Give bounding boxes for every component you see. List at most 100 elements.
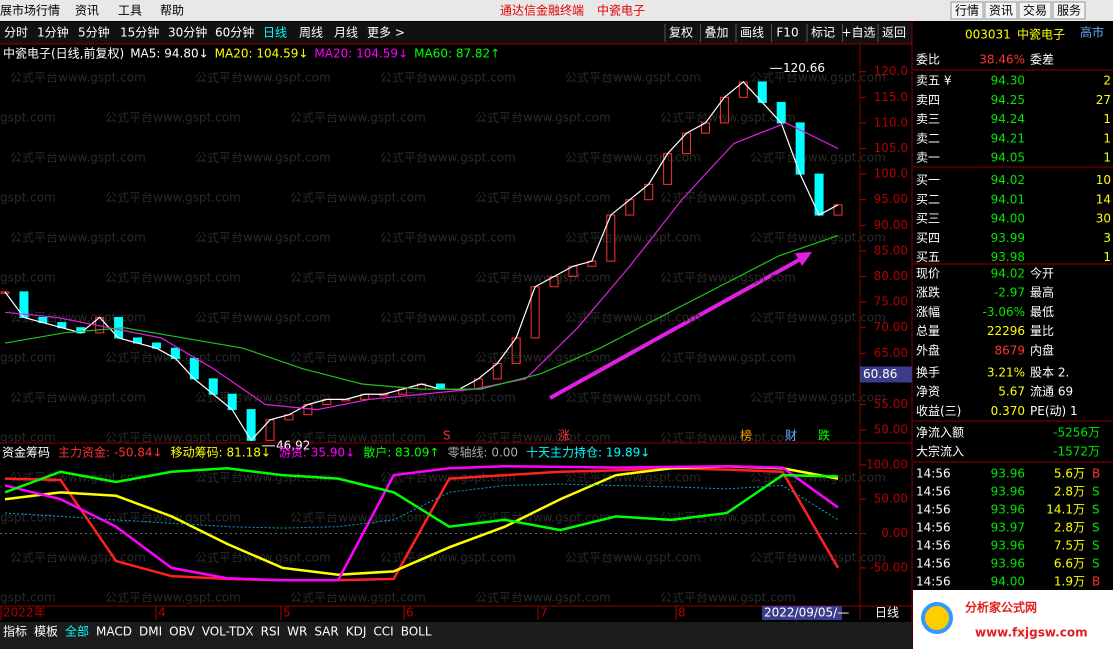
indicator-tab[interactable]: CCI xyxy=(373,625,393,639)
toolbar-button[interactable]: 返回 xyxy=(882,26,906,40)
logo-icon xyxy=(921,602,953,634)
flow-label: 大宗流入 xyxy=(916,444,964,459)
tick-side: B xyxy=(1092,575,1100,589)
watermark: 公式平台www.gspt.com xyxy=(565,150,701,165)
stat-label: 今开 xyxy=(1030,266,1054,281)
watermark: 公式平台www.gspt.com xyxy=(380,70,516,85)
watermark: 公式平台www.gspt.com xyxy=(10,230,146,245)
period-tab[interactable]: 分时 xyxy=(4,26,28,40)
toolbar-button[interactable]: F10 xyxy=(776,26,798,40)
toolbar-button[interactable]: 叠加 xyxy=(704,26,728,40)
value: 38.46% xyxy=(979,53,1025,67)
period-tab[interactable]: 5分钟 xyxy=(78,25,110,40)
toolbar-button[interactable]: 复权 xyxy=(669,26,693,40)
watermark: 公式平台www.gspt.com xyxy=(290,510,426,525)
period-tab[interactable]: 30分钟 xyxy=(168,25,207,40)
menu-item[interactable]: 帮助 xyxy=(160,4,184,18)
period-tab[interactable]: 周线 xyxy=(299,26,323,40)
watermark: 公式平台www.gspt.com xyxy=(660,110,796,125)
tick-price: 93.96 xyxy=(991,467,1025,481)
toolbar-button[interactable]: 标记 xyxy=(811,26,835,40)
watermark: 公式平台www.gspt.com xyxy=(750,70,886,85)
indicator-tab[interactable]: 全部 xyxy=(65,624,89,639)
menu-button[interactable]: 资讯 xyxy=(989,4,1013,18)
watermark: 公式平台www.gspt.com xyxy=(290,430,426,445)
stock-name: 中瓷电子 xyxy=(1017,27,1065,42)
watermark: 公式平台www.gspt.com xyxy=(660,430,796,445)
indicator-tab[interactable]: WR xyxy=(287,625,307,639)
period-tab[interactable]: 月线 xyxy=(334,26,358,40)
menu-button[interactable]: 服务 xyxy=(1057,3,1081,18)
tick-time: 14:56 xyxy=(916,503,951,517)
indicator-tab[interactable]: 指标 xyxy=(3,624,27,639)
watermark: 公式平台www.gspt.com xyxy=(475,590,611,605)
label: 委比 xyxy=(916,53,940,67)
stat-label: PE(动) 1 xyxy=(1030,404,1078,418)
watermark: 公式平台www.gspt.com xyxy=(105,430,241,445)
ma60-line xyxy=(4,234,839,390)
toolbar-button[interactable]: +自选 xyxy=(841,26,875,40)
event-marker: 跌 xyxy=(818,428,830,443)
watermark: 公式平台www.gspt.com xyxy=(565,550,701,565)
menu-button[interactable]: 交易 xyxy=(1023,3,1047,18)
menu-button[interactable]: 行情 xyxy=(955,4,979,18)
menu-item[interactable]: 资讯 xyxy=(75,4,99,18)
indicator-tab[interactable]: VOL-TDX xyxy=(202,625,254,639)
book-price: 94.05 xyxy=(991,151,1025,165)
watermark: 公式平台www.gspt.com xyxy=(290,590,426,605)
indicator-tab[interactable]: MACD xyxy=(96,625,132,639)
watermark: 公式平台www.gspt.com xyxy=(565,70,701,85)
legend-entry: MA5: 94.80↓ xyxy=(130,47,208,61)
period-tab[interactable]: 更多 > xyxy=(367,26,405,40)
y-tick-label: 75.00 xyxy=(874,295,908,309)
indicator-tab[interactable]: SAR xyxy=(314,625,338,639)
indicator-tab[interactable]: DMI xyxy=(139,625,162,639)
legend-entry: MA20: 104.59↓ xyxy=(314,47,408,61)
toolbar-button[interactable]: 画线 xyxy=(740,26,764,40)
indicator-tab[interactable]: 模板 xyxy=(34,625,58,639)
watermark: 公式平台www.gspt.com xyxy=(0,350,56,365)
watermark: 公式平台www.gspt.com xyxy=(195,470,331,485)
y-tick-label: 55.00 xyxy=(874,397,908,411)
arrow-head xyxy=(795,252,812,266)
period-tab[interactable]: 15分钟 xyxy=(120,25,159,40)
period-tab[interactable]: 60分钟 xyxy=(215,25,254,40)
tab-bar xyxy=(0,622,912,649)
toolbar xyxy=(0,22,912,44)
flow-value: -5256万 xyxy=(1053,426,1100,440)
indicator-tab[interactable]: BOLL xyxy=(401,625,432,639)
menu-item[interactable]: 工具 xyxy=(118,4,142,18)
stat-label: 收益(三) xyxy=(916,404,961,418)
stat-value: 5.67 xyxy=(998,385,1025,399)
watermark: 公式平台www.gspt.com xyxy=(565,470,701,485)
book-price: 94.25 xyxy=(991,93,1025,107)
x-tick-label: 7 xyxy=(540,606,548,620)
menu-item[interactable]: 展市场行情 xyxy=(0,3,60,18)
watermark: 公式平台www.gspt.com xyxy=(660,510,796,525)
y-tick-label: 70.00 xyxy=(874,320,908,334)
tick-price: 93.96 xyxy=(991,539,1025,553)
stat-value: -2.97 xyxy=(994,286,1025,300)
watermark: 公式平台www.gspt.com xyxy=(475,110,611,125)
watermark: 公式平台www.gspt.com xyxy=(660,190,796,205)
y-tick-label: 50.00 xyxy=(874,492,908,506)
tick-price: 93.97 xyxy=(991,521,1025,535)
watermark: 公式平台www.gspt.com xyxy=(565,230,701,245)
indicator-tab[interactable]: KDJ xyxy=(346,625,367,639)
indicator-tab[interactable]: RSI xyxy=(261,625,281,639)
watermark: 公式平台www.gspt.com xyxy=(105,110,241,125)
indicator-tab[interactable]: OBV xyxy=(169,625,195,639)
indicator-line xyxy=(4,483,839,529)
tick-volume: 2.8万 xyxy=(1054,485,1085,499)
period-tab[interactable]: 日线 xyxy=(263,26,287,40)
indicator-line xyxy=(4,467,839,532)
period-tab[interactable]: 1分钟 xyxy=(37,25,69,40)
watermark: 公式平台www.gspt.com xyxy=(195,310,331,325)
tick-time: 14:56 xyxy=(916,557,951,571)
label: 委差 xyxy=(1030,53,1054,67)
button-frame xyxy=(1018,1,1052,20)
legend-entry: 主力资金: -50.84↓ xyxy=(58,445,163,460)
y-tick-label: 65.00 xyxy=(874,346,908,360)
